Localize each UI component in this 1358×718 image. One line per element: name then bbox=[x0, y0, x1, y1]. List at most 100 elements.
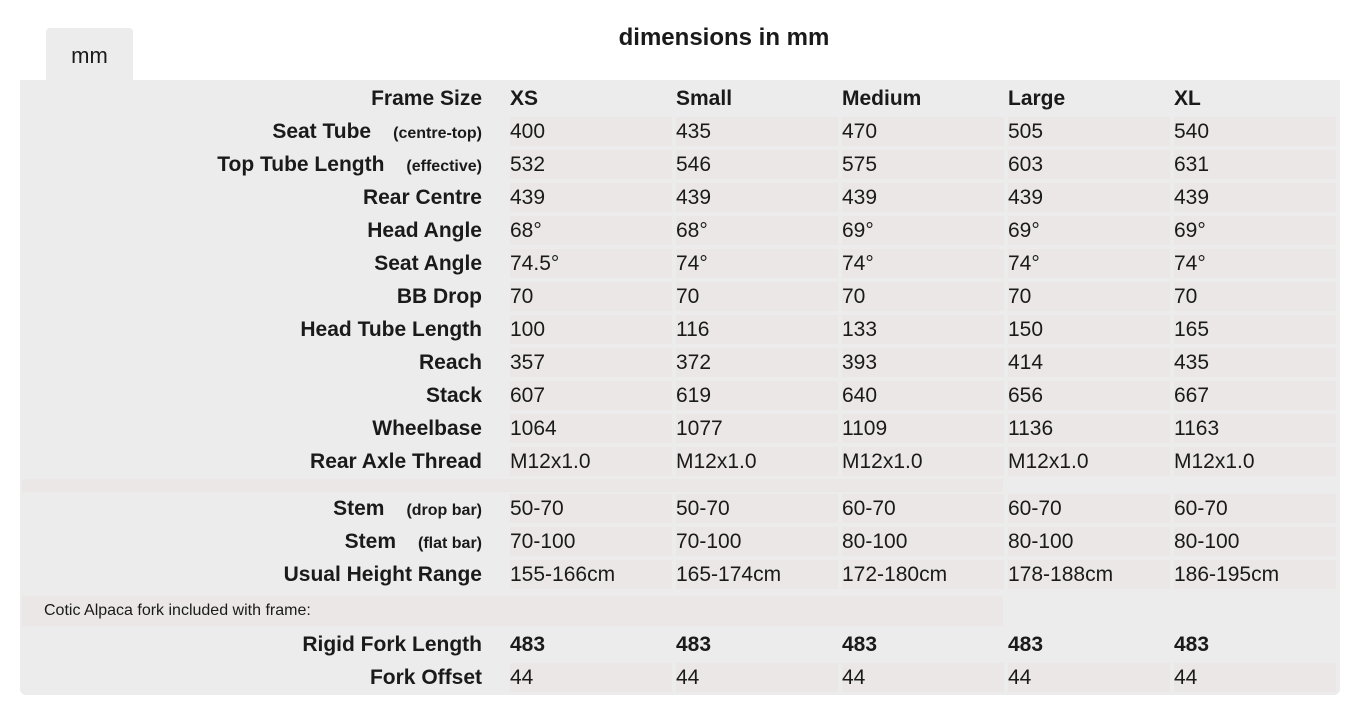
table-cell: 439 bbox=[842, 183, 1004, 212]
table-cell: 393 bbox=[842, 348, 1004, 377]
row-label-text: Wheelbase bbox=[372, 417, 482, 440]
table-cell: 60-70 bbox=[1174, 494, 1336, 523]
table-row: Reach 357 372 393 414 435 bbox=[20, 348, 1340, 377]
table-cell: 69° bbox=[1008, 216, 1170, 245]
row-label-text: Rigid Fork Length bbox=[302, 633, 482, 656]
table-cell: 1109 bbox=[842, 414, 1004, 443]
table-cell: 44 bbox=[510, 663, 672, 692]
row-label: Stack bbox=[20, 381, 482, 410]
table-cell: 74° bbox=[842, 249, 1004, 278]
table-cell: 80-100 bbox=[842, 527, 1004, 556]
row-label-qualifier: (effective) bbox=[406, 158, 482, 175]
row-label: Stem (drop bar) bbox=[20, 494, 482, 523]
table-cell: M12x1.0 bbox=[842, 447, 1004, 476]
table-cell: 74.5° bbox=[510, 249, 672, 278]
table-cell: 74° bbox=[1174, 249, 1336, 278]
table-cell: 470 bbox=[842, 117, 1004, 146]
table-cell: 532 bbox=[510, 150, 672, 179]
table-cell: 80-100 bbox=[1174, 527, 1336, 556]
header-row: Frame Size XS Small Medium Large XL bbox=[20, 84, 1340, 113]
table-cell: XL bbox=[1174, 87, 1201, 110]
table-cell: 60-70 bbox=[1008, 494, 1170, 523]
table-cell: 44 bbox=[676, 663, 838, 692]
table-cell: 483 bbox=[1174, 633, 1210, 656]
row-label: Stem (flat bar) bbox=[20, 527, 482, 556]
table-cell: 70 bbox=[842, 282, 1004, 311]
table-cell: 70 bbox=[676, 282, 838, 311]
table-cell: 619 bbox=[676, 381, 838, 410]
table-cell: 603 bbox=[1008, 150, 1170, 179]
spacer-band bbox=[22, 479, 1003, 492]
table-cell: 439 bbox=[1008, 183, 1170, 212]
table-row: Rigid Fork Length 483 483 483 483 483 bbox=[20, 630, 1340, 659]
table-row: Stack 607 619 640 656 667 bbox=[20, 381, 1340, 410]
table-cell: 483 bbox=[510, 633, 546, 656]
row-label-text: Frame Size bbox=[371, 87, 482, 110]
table-cell: 400 bbox=[510, 117, 672, 146]
table-cell: 640 bbox=[842, 381, 1004, 410]
table-cell: 80-100 bbox=[1008, 527, 1170, 556]
table-cell: 631 bbox=[1174, 150, 1336, 179]
table-row: Head Angle 68° 68° 69° 69° 69° bbox=[20, 216, 1340, 245]
table-cell: 70-100 bbox=[510, 527, 672, 556]
table-cell: 165-174cm bbox=[676, 560, 838, 589]
table-cell: Large bbox=[1008, 87, 1066, 110]
table-cell: 667 bbox=[1174, 381, 1336, 410]
row-label: BB Drop bbox=[20, 282, 482, 311]
row-label-text: Fork Offset bbox=[369, 666, 482, 689]
fork-note: Cotic Alpaca fork included with frame: bbox=[44, 602, 311, 619]
table-cell: 439 bbox=[510, 183, 672, 212]
table-cell: 150 bbox=[1008, 315, 1170, 344]
row-label-text: Top Tube Length bbox=[217, 153, 385, 176]
table-cell: 165 bbox=[1174, 315, 1336, 344]
table-cell: 155-166cm bbox=[510, 560, 672, 589]
page-title: dimensions in mm bbox=[618, 24, 830, 51]
table-row: Usual Height Range 155-166cm 165-174cm 172-… bbox=[20, 560, 1340, 589]
row-label-text: Seat Angle bbox=[374, 252, 482, 275]
table-cell: 483 bbox=[1008, 633, 1044, 656]
row-label: Seat Tube (centre-top) bbox=[20, 117, 482, 146]
table-cell: 483 bbox=[676, 633, 712, 656]
row-label-text: Reach bbox=[418, 351, 482, 374]
table-cell: Small bbox=[676, 87, 733, 110]
table-cell: 74° bbox=[676, 249, 838, 278]
table-cell: 178-188cm bbox=[1008, 560, 1170, 589]
table-cell: Medium bbox=[842, 87, 922, 110]
row-label: Head Angle bbox=[20, 216, 482, 245]
table-cell: 133 bbox=[842, 315, 1004, 344]
row-label-text: Head Angle bbox=[367, 219, 482, 242]
table-cell: M12x1.0 bbox=[510, 447, 672, 476]
table-cell: 70 bbox=[510, 282, 672, 311]
row-label: Usual Height Range bbox=[20, 560, 482, 589]
row-label: Rigid Fork Length bbox=[20, 630, 482, 659]
table-cell: 74° bbox=[1008, 249, 1170, 278]
row-label: Rear Axle Thread bbox=[20, 447, 482, 476]
table-cell: 50-70 bbox=[676, 494, 838, 523]
table-cell: 68° bbox=[510, 216, 672, 245]
row-label: Fork Offset bbox=[20, 663, 482, 692]
row-label-qualifier: (flat bar) bbox=[418, 535, 482, 552]
row-label: Rear Centre bbox=[20, 183, 482, 212]
table-row: Head Tube Length 100 116 133 150 165 bbox=[20, 315, 1340, 344]
tab-mm[interactable]: mm bbox=[46, 28, 133, 80]
table-cell: 116 bbox=[676, 315, 838, 344]
row-label: Seat Angle bbox=[20, 249, 482, 278]
table-cell: 357 bbox=[510, 348, 672, 377]
row-label: Wheelbase bbox=[20, 414, 482, 443]
row-label: Frame Size bbox=[20, 84, 482, 113]
table-row: Stem (drop bar) 50-70 50-70 60-70 60-70 60-70 bbox=[20, 494, 1340, 523]
row-label-text: Rear Centre bbox=[362, 186, 482, 209]
table-cell: 1064 bbox=[510, 414, 672, 443]
table-cell: 439 bbox=[676, 183, 838, 212]
table-cell: 69° bbox=[842, 216, 1004, 245]
table-row: Rear Centre 439 439 439 439 439 bbox=[20, 183, 1340, 212]
table-cell: 505 bbox=[1008, 117, 1170, 146]
table-cell: 540 bbox=[1174, 117, 1336, 146]
table-cell: 1136 bbox=[1008, 414, 1170, 443]
table-cell: 607 bbox=[510, 381, 672, 410]
table-row: Wheelbase 1064 1077 1109 1136 1163 bbox=[20, 414, 1340, 443]
table-cell: 575 bbox=[842, 150, 1004, 179]
table-cell: 50-70 bbox=[510, 494, 672, 523]
row-label: Head Tube Length bbox=[20, 315, 482, 344]
table-cell: 483 bbox=[842, 633, 878, 656]
